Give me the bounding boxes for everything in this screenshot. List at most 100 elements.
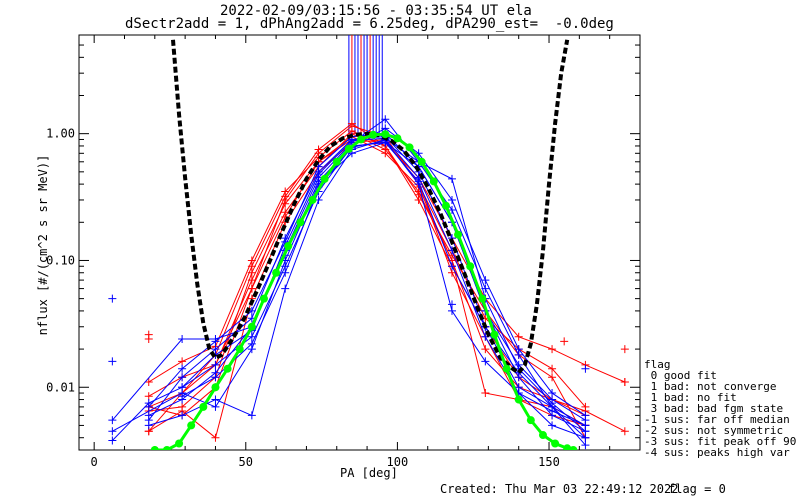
x-tick-label: 50 [239,455,253,469]
series-red-point-5 [281,192,290,201]
created-timestamp: Created: Thu Mar 03 22:49:12 2022 [440,482,679,496]
series-blue-line-8 [112,142,586,432]
legend-title: flag [644,358,671,371]
chart-title-line2: dSectr2add = 1, dPhAng2add = 6.25deg, dP… [125,16,614,32]
green-fit-point [272,268,281,277]
legend-item-not-symmetric: -2 sus: not symmetric [644,424,784,437]
green-fit-point [320,174,329,183]
green-fit-point [369,130,378,139]
legend-item-bad-fgm-state: 3 bad: bad fgm state [644,402,784,415]
series-blue-point-9 [514,345,523,354]
green-fit-point [429,177,438,186]
y-tick-label: 1.00 [46,127,75,141]
series-red-point-6 [381,149,390,158]
series-blue-point-11 [211,395,220,404]
series-blue-point-7 [381,115,390,124]
series-blue-point-14 [447,174,456,183]
outlier-point-blue [108,294,117,303]
series-blue-point-8 [211,402,220,411]
y-tick-label: 0.10 [46,253,75,267]
x-axis-label: PA [deg] [340,466,398,480]
green-fit-point [441,201,450,210]
series-blue-point-11 [247,411,256,420]
series-blue-point-10 [178,373,187,382]
series-blue-point-15 [581,421,590,430]
legend-item-not-converge: 1 bad: not converge [644,380,777,393]
outlier-point-red [144,335,153,344]
legend-item-no-fit: 1 bad: no fit [644,391,737,404]
green-fit-point [551,439,560,448]
green-fit-point [514,395,523,404]
green-fit-point [563,444,572,450]
series-red-point-1 [178,357,187,366]
green-fit-point [478,294,487,303]
green-fit-point [417,157,426,166]
legend-item-peaks-high-var: -4 sus: peaks high var [644,446,790,459]
series-blue-point-15 [178,392,187,401]
green-fit-point [284,242,293,251]
outlier-point-blue [447,300,456,309]
series-red-point-6 [481,389,490,398]
green-fit-point [259,294,268,303]
outlier-point-blue [581,364,590,373]
x-tick-label: 100 [387,455,409,469]
series-blue-point-14 [314,170,323,179]
green-fit-point [308,195,317,204]
series-blue-point-12 [144,402,153,411]
green-fit-point [393,134,402,143]
green-fit-point [175,439,184,448]
series-red-point-6 [247,284,256,293]
black-fit-curve [171,39,570,376]
series-blue-point-14 [548,399,557,408]
series-blue-point-9 [447,195,456,204]
green-fit-point [490,330,499,339]
green-fit-point [502,364,511,373]
series-blue-point-9 [211,360,220,369]
series-red-point-2 [548,345,557,354]
series-blue-point-15 [481,357,490,366]
outlier-point-red [560,337,569,346]
outlier-point-red [620,345,629,354]
series-red-point-5 [347,119,356,128]
series-blue-point-7 [178,335,187,344]
series-red-point-3 [620,427,629,436]
series-red-point-1 [144,378,153,387]
series-blue-point-15 [281,268,290,277]
series-blue-point-15 [548,406,557,415]
y-axis-label: nflux [#/(cm^2 s sr MeV)] [36,154,50,336]
green-fit-point [454,230,463,239]
green-fit-point [526,416,535,425]
series-blue-point-15 [247,339,256,348]
series-red-point-5 [314,145,323,154]
y-tick-label: 0.01 [46,380,75,394]
series-blue-point-13 [581,441,590,450]
series-blue-line-10 [148,135,586,439]
green-fit-point [162,446,171,450]
green-fit-point [357,135,366,144]
green-fit-point [381,130,390,139]
chart-title-line1: 2022-02-09/03:15:56 - 03:35:54 UT ela [220,3,532,19]
series-blue-point-9 [108,436,117,445]
green-fit-curve [154,132,574,450]
series-blue-point-12 [211,337,220,346]
legend-item-far-off-median: -1 sus: far off median [644,413,790,426]
series-red-point-2 [281,199,290,208]
green-fit-point [466,262,475,271]
flag-legend: flag 0 good fit 1 bad: not converge 1 ba… [644,359,796,458]
series-red-point-4 [211,433,220,442]
series-blue-point-9 [481,276,490,285]
series-blue-point-11 [144,421,153,430]
series-blue-point-13 [144,411,153,420]
series-red-line-3 [148,133,626,432]
series-red-point-5 [548,373,557,382]
series-blue-point-14 [178,383,187,392]
green-fit-point [332,157,341,166]
green-fit-point [247,322,256,331]
series-blue-point-11 [548,421,557,430]
green-fit-point [405,143,414,152]
outlier-point-blue [108,357,117,366]
series-blue-point-11 [178,411,187,420]
green-fit-point [296,218,305,227]
green-fit-point [199,402,208,411]
